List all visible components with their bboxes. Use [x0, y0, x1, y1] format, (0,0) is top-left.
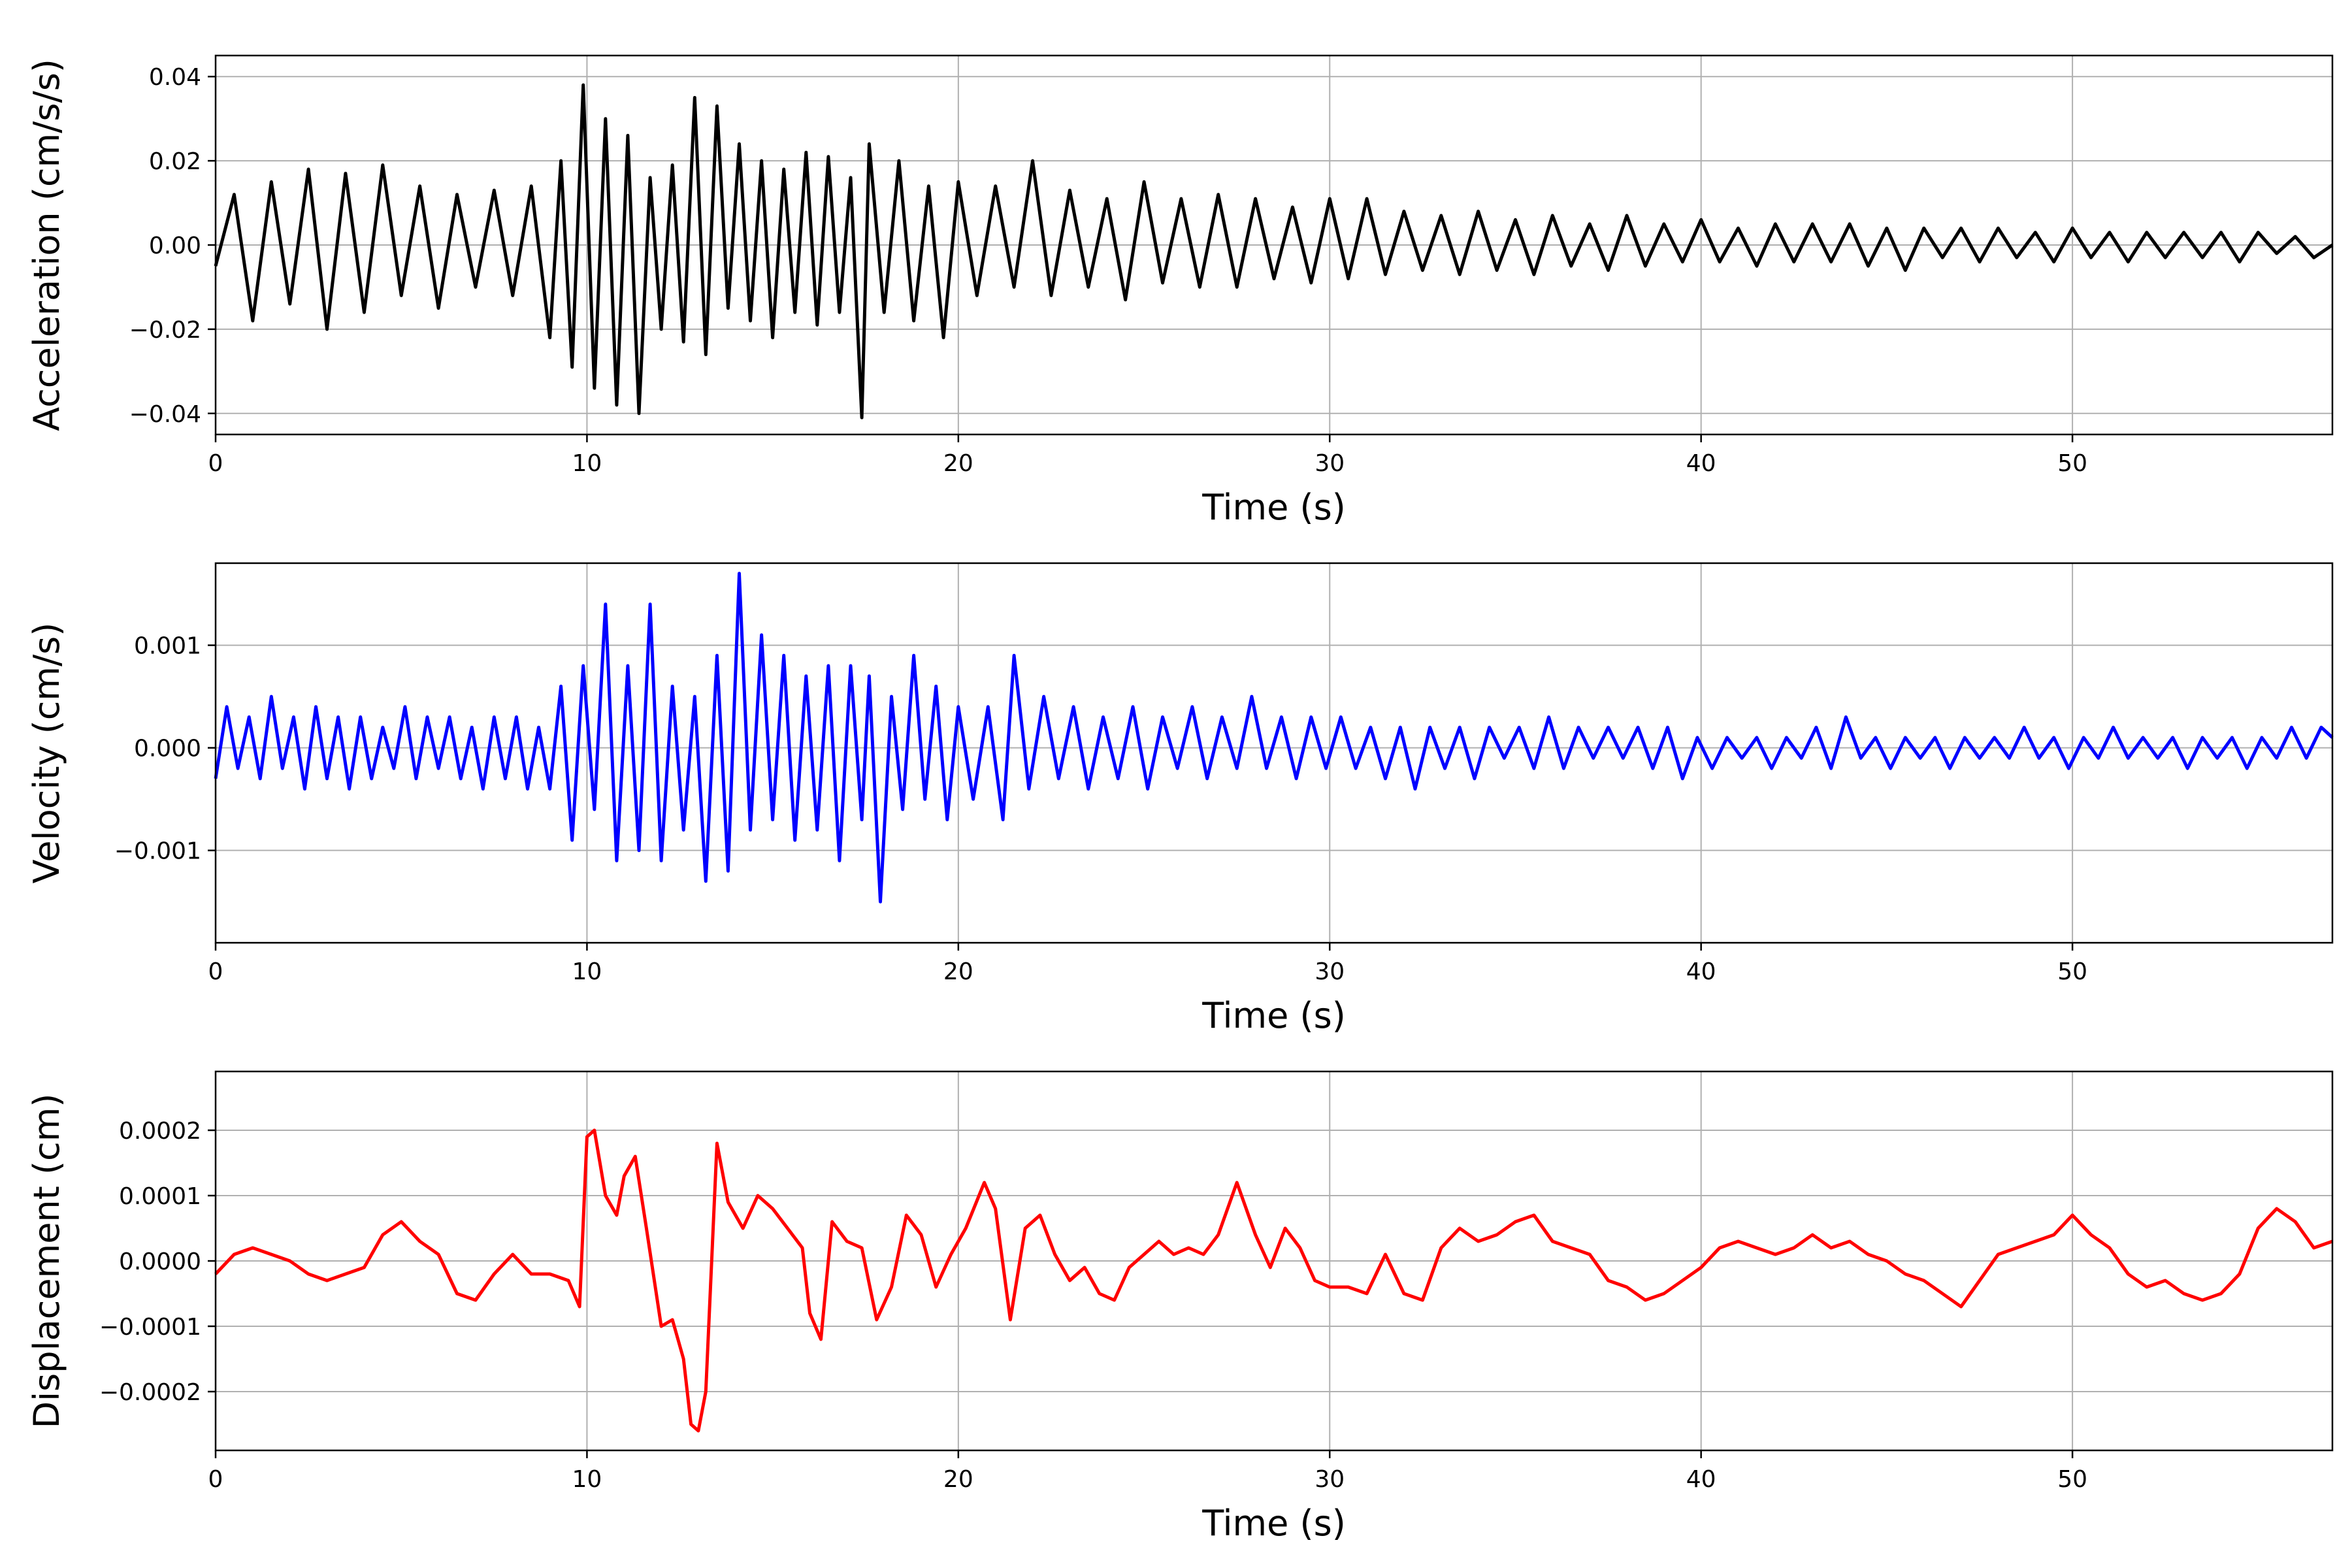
acceleration-ytick-label-4: 0.04 — [149, 64, 201, 91]
acceleration-ytick-label-0: −0.04 — [129, 401, 201, 428]
acceleration-xlabel: Time (s) — [1201, 487, 1346, 528]
velocity-xtick-label-4: 40 — [1686, 958, 1716, 985]
velocity-xtick-label-3: 30 — [1315, 958, 1345, 985]
acceleration-panel: 0 10 20 30 40 50 −0.04 −0.02 0.00 0.02 0.04 Time (s… — [26, 54, 2334, 528]
acceleration-ytick-label-2: 0.00 — [149, 233, 201, 259]
velocity-ylabel: Velocity (cm/s) — [26, 623, 67, 884]
acceleration-xtick-label-5: 50 — [2057, 450, 2087, 477]
acceleration-xtick-label-1: 10 — [572, 450, 602, 477]
acceleration-ytick-label-3: 0.02 — [149, 148, 201, 175]
displacement-ylabel: Displacement (cm) — [26, 1094, 67, 1429]
velocity-ytick-label-0: −0.001 — [114, 838, 201, 865]
displacement-xtick-label-2: 20 — [943, 1466, 973, 1493]
displacement-ytick-label-2: 0.0000 — [119, 1249, 201, 1275]
velocity-ytick-label-2: 0.001 — [134, 633, 201, 660]
displacement-ytick-label-0: −0.0002 — [99, 1379, 201, 1406]
displacement-xtick-label-3: 30 — [1315, 1466, 1345, 1493]
acceleration-ylabel: Acceleration (cm/s/s) — [26, 59, 67, 431]
displacement-xtick-label-0: 0 — [208, 1466, 223, 1493]
displacement-ytick-label-1: −0.0001 — [99, 1314, 201, 1341]
displacement-xtick-label-1: 10 — [572, 1466, 602, 1493]
displacement-ytick-label-4: 0.0002 — [119, 1118, 201, 1145]
displacement-series-line-0 — [214, 1128, 2333, 1433]
acceleration-xtick-label-3: 30 — [1315, 450, 1345, 477]
acceleration-xtick-label-0: 0 — [208, 450, 223, 477]
velocity-axes-frame — [214, 562, 2334, 944]
acceleration-ytick-label-1: −0.02 — [129, 317, 201, 344]
velocity-xtick-label-5: 50 — [2057, 958, 2087, 985]
velocity-series-line-0 — [214, 572, 2334, 904]
velocity-panel: 0 10 20 30 40 50 −0.001 0.000 0.001 Time (s) Veloc… — [26, 562, 2334, 1036]
velocity-xtick-label-1: 10 — [572, 958, 602, 985]
acceleration-xtick-label-4: 40 — [1686, 450, 1716, 477]
acceleration-xtick-label-2: 20 — [943, 450, 973, 477]
displacement-ytick-label-3: 0.0001 — [119, 1183, 201, 1210]
displacement-xtick-label-5: 50 — [2057, 1466, 2087, 1493]
velocity-xtick-label-0: 0 — [208, 958, 223, 985]
panels: 0 10 20 30 40 50 −0.04 −0.02 0.00 0.02 0.04 Time (s… — [26, 54, 2334, 1544]
velocity-xlabel: Time (s) — [1201, 995, 1346, 1036]
velocity-xtick-label-2: 20 — [943, 958, 973, 985]
acceleration-series-line-0 — [214, 83, 2334, 419]
displacement-xlabel: Time (s) — [1201, 1503, 1346, 1544]
displacement-panel: 0 10 20 30 40 50 −0.0002 −0.0001 0.0000 0.0001 0.0… — [26, 1070, 2334, 1544]
displacement-xtick-label-4: 40 — [1686, 1466, 1716, 1493]
velocity-ytick-label-1: 0.000 — [134, 736, 201, 762]
